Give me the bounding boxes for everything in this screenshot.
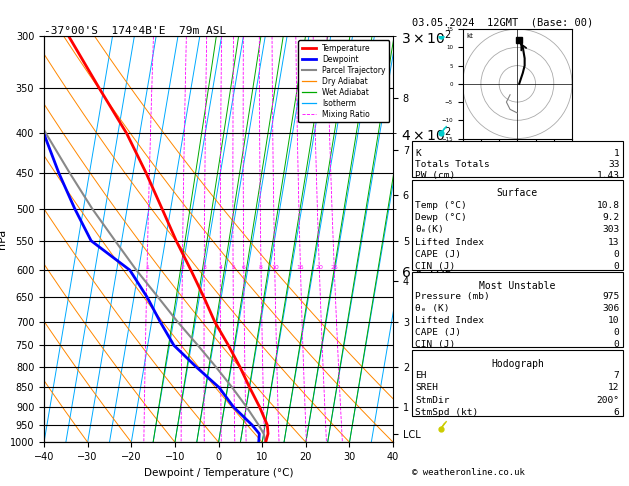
Text: StmDir: StmDir: [415, 396, 450, 405]
Text: 8: 8: [259, 265, 263, 270]
Text: 20: 20: [315, 265, 323, 270]
Text: Pressure (mb): Pressure (mb): [415, 293, 490, 301]
Text: 0: 0: [614, 250, 620, 259]
Text: 15: 15: [297, 265, 304, 270]
Text: 7: 7: [614, 371, 620, 380]
Text: 33: 33: [608, 160, 620, 169]
Text: 03.05.2024  12GMT  (Base: 00): 03.05.2024 12GMT (Base: 00): [412, 17, 593, 27]
Text: 6: 6: [242, 265, 246, 270]
Text: 12: 12: [608, 383, 620, 392]
Text: 10.8: 10.8: [596, 201, 620, 210]
Text: SREH: SREH: [415, 383, 438, 392]
Text: 4: 4: [218, 265, 222, 270]
Text: θₑ(K): θₑ(K): [415, 226, 444, 234]
Text: 3: 3: [202, 265, 206, 270]
Text: 1: 1: [145, 265, 149, 270]
Text: 10: 10: [271, 265, 279, 270]
Text: 2: 2: [181, 265, 184, 270]
Legend: Temperature, Dewpoint, Parcel Trajectory, Dry Adiabat, Wet Adiabat, Isotherm, Mi: Temperature, Dewpoint, Parcel Trajectory…: [298, 40, 389, 122]
Text: 0: 0: [614, 340, 620, 349]
Text: Lifted Index: Lifted Index: [415, 238, 484, 247]
Text: 306: 306: [603, 304, 620, 313]
Text: 13: 13: [608, 238, 620, 247]
Text: Hodograph: Hodograph: [491, 359, 544, 368]
Text: Temp (°C): Temp (°C): [415, 201, 467, 210]
Text: 0: 0: [614, 262, 620, 271]
Text: K: K: [415, 149, 421, 157]
Text: PW (cm): PW (cm): [415, 171, 455, 180]
Text: CAPE (J): CAPE (J): [415, 329, 461, 337]
Text: CIN (J): CIN (J): [415, 340, 455, 349]
Text: 9.2: 9.2: [603, 213, 620, 222]
Text: CIN (J): CIN (J): [415, 262, 455, 271]
Text: θₑ (K): θₑ (K): [415, 304, 450, 313]
Text: 200°: 200°: [596, 396, 620, 405]
X-axis label: Dewpoint / Temperature (°C): Dewpoint / Temperature (°C): [144, 468, 293, 478]
Text: Totals Totals: Totals Totals: [415, 160, 490, 169]
Text: CAPE (J): CAPE (J): [415, 250, 461, 259]
Text: 1: 1: [614, 149, 620, 157]
Text: 10: 10: [608, 316, 620, 326]
Text: 303: 303: [603, 226, 620, 234]
Text: 25: 25: [330, 265, 338, 270]
Text: 5: 5: [231, 265, 235, 270]
Text: Surface: Surface: [497, 189, 538, 198]
Text: 0: 0: [614, 329, 620, 337]
Text: -37°00'S  174°4B'E  79m ASL: -37°00'S 174°4B'E 79m ASL: [44, 26, 226, 35]
Text: Dewp (°C): Dewp (°C): [415, 213, 467, 222]
Text: EH: EH: [415, 371, 426, 380]
Text: Most Unstable: Most Unstable: [479, 280, 555, 291]
Text: 1.43: 1.43: [596, 171, 620, 180]
Y-axis label: hPa: hPa: [0, 229, 7, 249]
Text: 975: 975: [603, 293, 620, 301]
Text: kt: kt: [466, 33, 473, 39]
Y-axis label: km
ASL: km ASL: [467, 240, 486, 261]
Text: © weatheronline.co.uk: © weatheronline.co.uk: [412, 468, 525, 477]
Text: Lifted Index: Lifted Index: [415, 316, 484, 326]
Text: StmSpd (kt): StmSpd (kt): [415, 408, 479, 417]
Text: 6: 6: [614, 408, 620, 417]
